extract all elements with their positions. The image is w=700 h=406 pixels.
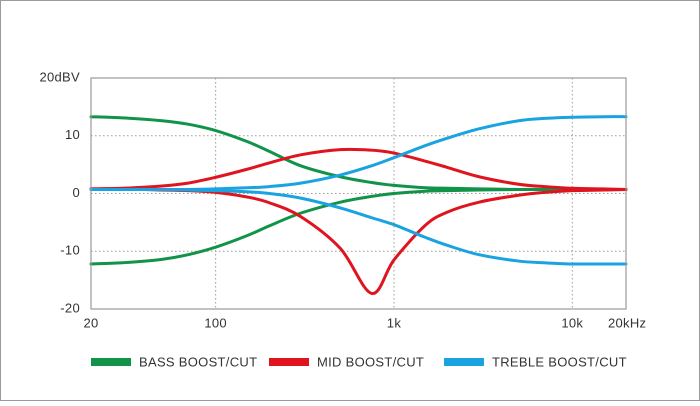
curve (89, 187, 628, 266)
x-tick-label: 1k (387, 315, 402, 330)
x-tick-label: 20 (83, 315, 98, 330)
y-tick-label: 10 (65, 127, 80, 142)
legend-label: MID BOOST/CUT (317, 354, 424, 369)
legend-label: BASS BOOST/CUT (139, 354, 257, 369)
labels: -20 -10 0 10 20dBV 20 100 1k 10k 20kHz (39, 69, 646, 330)
y-tick-label: -10 (60, 243, 80, 258)
legend-swatch (269, 358, 309, 366)
x-tick-label: 20kHz (608, 315, 646, 330)
y-tick-label: 20dBV (39, 69, 80, 84)
legend: BASS BOOST/CUT MID BOOST/CUT TREBLE BOOST/… (91, 354, 627, 369)
legend-swatch (91, 358, 131, 366)
plot-border (90, 77, 627, 310)
curves (89, 115, 628, 295)
grid (91, 78, 626, 309)
curve (89, 187, 628, 266)
y-tick-label: -20 (60, 300, 80, 315)
legend-label: TREBLE BOOST/CUT (492, 354, 627, 369)
y-tick-label: 0 (72, 185, 80, 200)
curve (89, 147, 628, 191)
x-tick-label: 10k (561, 315, 583, 330)
x-tick-label: 100 (204, 315, 227, 330)
legend-swatch (444, 358, 484, 366)
